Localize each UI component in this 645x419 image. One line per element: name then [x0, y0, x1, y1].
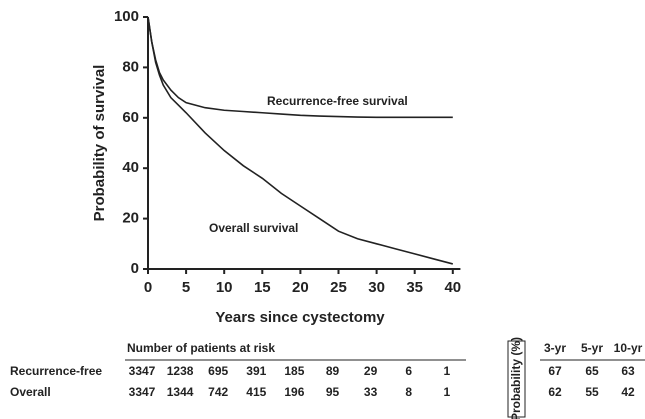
y-tick-label: 60	[122, 109, 139, 126]
x-axis-label: Years since cystectomy	[215, 309, 385, 326]
curve-label: Recurrence-free survival	[267, 94, 408, 108]
column-header: 3-yr	[544, 341, 566, 355]
risk-count: 8	[405, 385, 412, 399]
risk-count: 391	[246, 364, 266, 378]
row-label: Recurrence-free	[10, 364, 102, 378]
risk-count: 1344	[167, 385, 194, 399]
risk-count: 1	[443, 364, 450, 378]
probability-value: 42	[621, 385, 635, 399]
y-tick-label: 0	[131, 260, 139, 277]
x-tick-label: 30	[368, 279, 385, 296]
column-header: 5-yr	[581, 341, 603, 355]
x-tick-label: 25	[330, 279, 347, 296]
probability-value: 63	[621, 364, 635, 378]
risk-count: 3347	[129, 385, 156, 399]
risk-count: 29	[364, 364, 378, 378]
survival-curve	[147, 16, 454, 265]
risk-count: 95	[326, 385, 340, 399]
x-tick-label: 10	[216, 279, 233, 296]
risk-count: 1238	[167, 364, 194, 378]
risk-count: 1	[443, 385, 450, 399]
y-tick-label: 80	[122, 58, 139, 75]
risk-count: 33	[364, 385, 378, 399]
risk-count: 89	[326, 364, 340, 378]
y-tick-label: 40	[122, 159, 139, 176]
y-axis-label: Probability of survival	[91, 65, 108, 222]
x-tick-label: 20	[292, 279, 309, 296]
probability-title: Probability (%)	[509, 337, 523, 419]
risk-count: 6	[405, 364, 412, 378]
risk-count: 415	[246, 385, 266, 399]
risk-count: 742	[208, 385, 228, 399]
x-tick-label: 40	[444, 279, 461, 296]
risk-count: 185	[284, 364, 304, 378]
y-tick-label: 20	[122, 210, 139, 227]
x-tick-label: 0	[144, 279, 152, 296]
probability-value: 65	[585, 364, 599, 378]
x-tick-label: 5	[182, 279, 190, 296]
x-tick-label: 15	[254, 279, 271, 296]
risk-table-title: Number of patients at risk	[127, 341, 275, 355]
survival-curve	[147, 16, 453, 119]
risk-count: 3347	[129, 364, 156, 378]
risk-count: 196	[284, 385, 304, 399]
curve-label: Overall survival	[209, 221, 298, 235]
title-box	[507, 340, 526, 418]
column-header: 10-yr	[614, 341, 643, 355]
x-tick-label: 35	[406, 279, 423, 296]
probability-value: 67	[548, 364, 562, 378]
row-label: Overall	[10, 385, 51, 399]
risk-count: 695	[208, 364, 228, 378]
probability-value: 62	[548, 385, 562, 399]
y-tick-label: 100	[114, 8, 139, 25]
probability-value: 55	[585, 385, 599, 399]
